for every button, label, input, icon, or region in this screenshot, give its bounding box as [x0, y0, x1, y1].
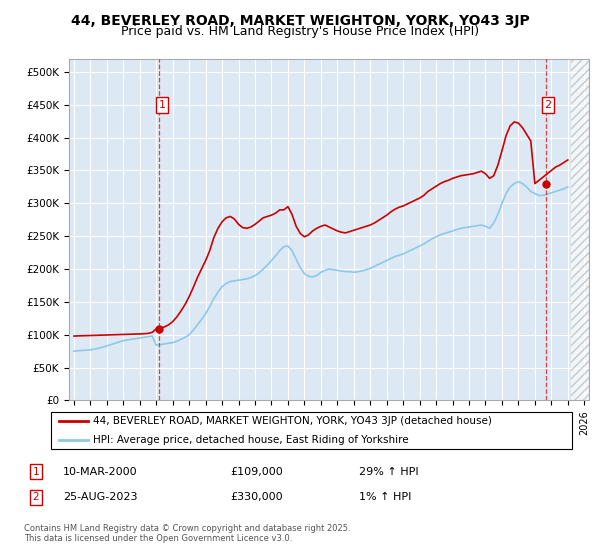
Text: 25-AUG-2023: 25-AUG-2023 [63, 492, 137, 502]
Bar [571, 59, 596, 400]
Text: 44, BEVERLEY ROAD, MARKET WEIGHTON, YORK, YO43 3JP: 44, BEVERLEY ROAD, MARKET WEIGHTON, YORK… [71, 14, 529, 28]
Text: HPI: Average price, detached house, East Riding of Yorkshire: HPI: Average price, detached house, East… [93, 435, 409, 445]
Text: 2: 2 [544, 100, 551, 110]
Text: £109,000: £109,000 [230, 466, 283, 477]
Text: 1: 1 [158, 100, 166, 110]
Text: 29% ↑ HPI: 29% ↑ HPI [359, 466, 418, 477]
Text: 1: 1 [32, 466, 39, 477]
FancyBboxPatch shape [50, 413, 572, 449]
Text: 2: 2 [32, 492, 39, 502]
Text: 1% ↑ HPI: 1% ↑ HPI [359, 492, 411, 502]
Text: £330,000: £330,000 [230, 492, 283, 502]
Text: 44, BEVERLEY ROAD, MARKET WEIGHTON, YORK, YO43 3JP (detached house): 44, BEVERLEY ROAD, MARKET WEIGHTON, YORK… [93, 417, 492, 426]
Text: Contains HM Land Registry data © Crown copyright and database right 2025.
This d: Contains HM Land Registry data © Crown c… [24, 524, 350, 543]
Text: Price paid vs. HM Land Registry's House Price Index (HPI): Price paid vs. HM Land Registry's House … [121, 25, 479, 38]
Text: 10-MAR-2000: 10-MAR-2000 [63, 466, 137, 477]
